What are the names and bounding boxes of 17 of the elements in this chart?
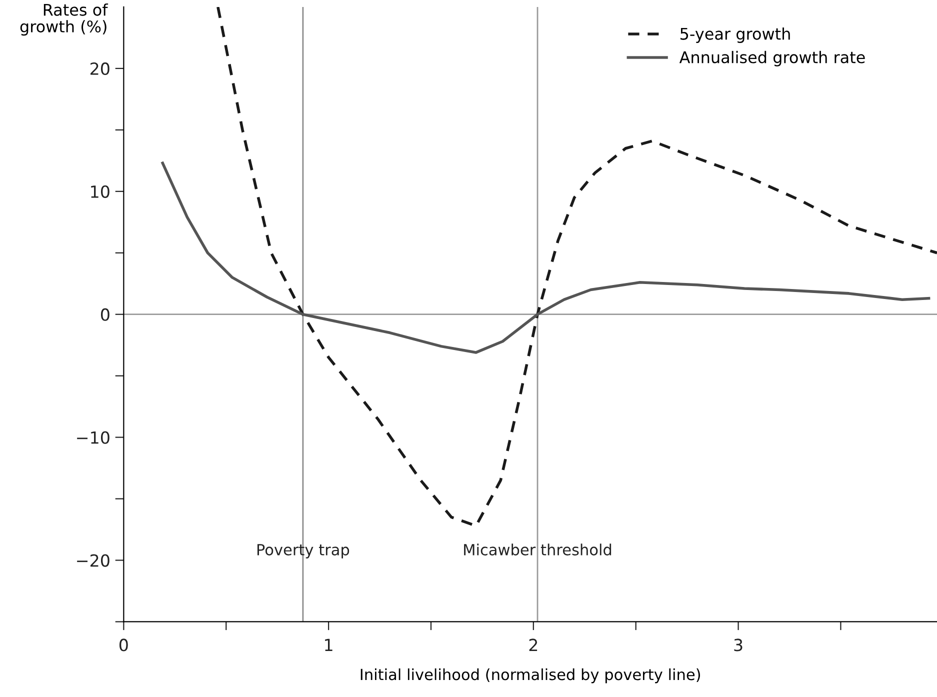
legend-label: 5-year growth [680, 27, 790, 43]
legend-label: Annualised growth rate [679, 50, 865, 66]
line-series [161, 162, 930, 354]
y-tick-label: −10 [77, 431, 110, 444]
y-tick-label: 10 [91, 185, 110, 198]
ref-line-label: Micawber threshold [464, 544, 612, 556]
x-tick-label: 0 [119, 638, 128, 652]
y-axis-title: Rates of growth (%) [20, 3, 108, 36]
x-tick-label: 1 [325, 638, 332, 652]
x-tick-label: 2 [529, 638, 538, 652]
line-series [216, 6, 937, 528]
x-axis-title: Initial livelihood (normalised by poverty line) [360, 668, 700, 684]
y-tick-label: 20 [90, 62, 110, 76]
y-tick-label: −20 [77, 554, 110, 567]
ref-line-label: Poverty trap [257, 544, 350, 558]
y-tick-label: 0 [100, 308, 110, 321]
x-tick-label: 3 [734, 638, 742, 652]
